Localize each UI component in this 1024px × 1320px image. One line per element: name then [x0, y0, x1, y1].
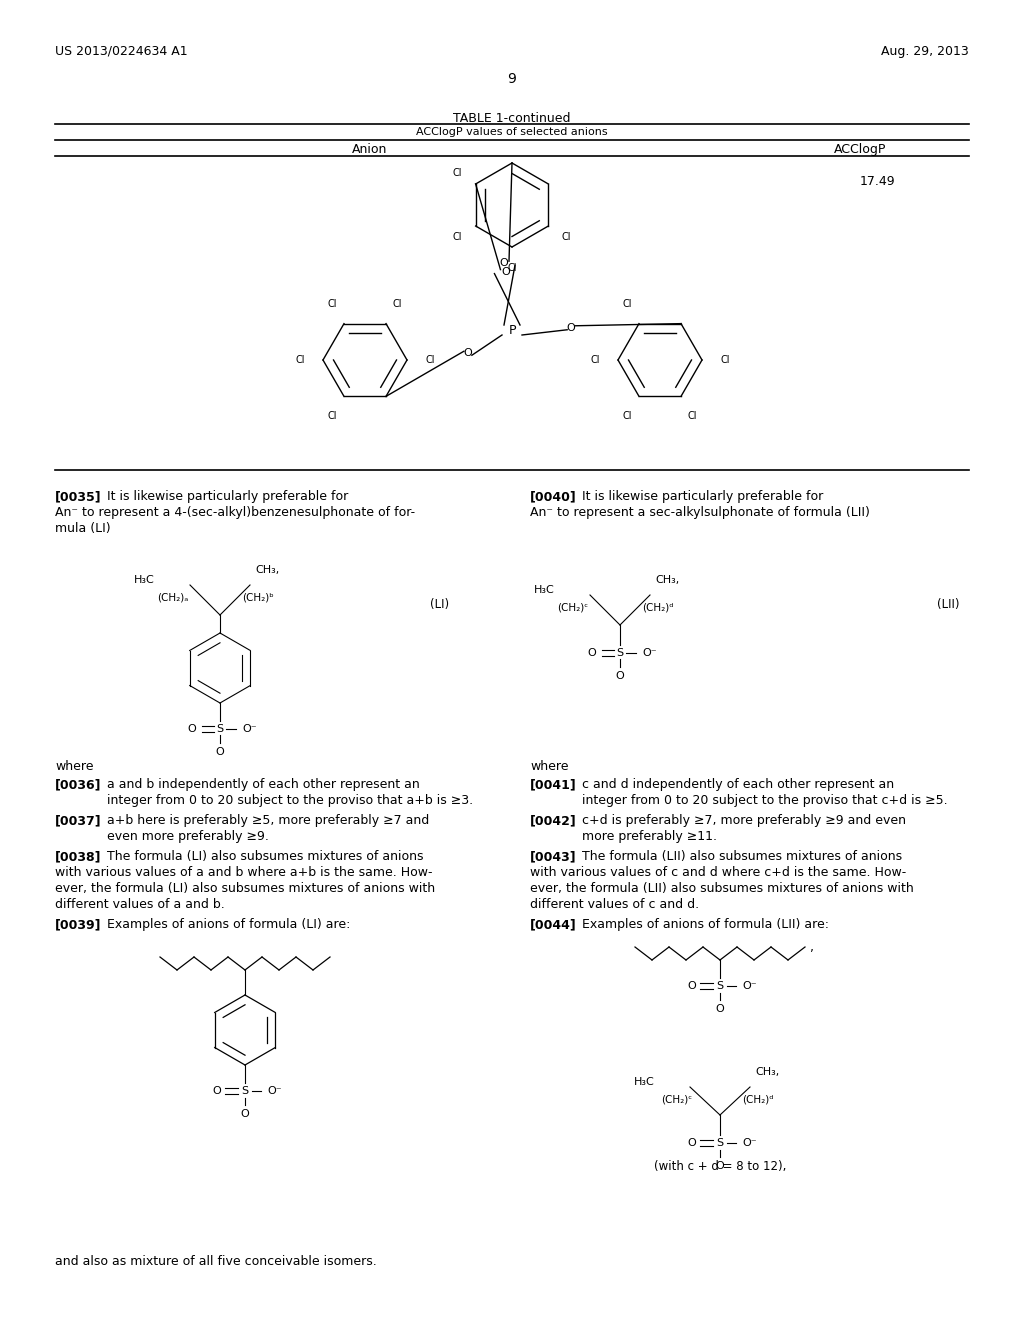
Text: Cl: Cl: [453, 231, 462, 242]
Text: Cl: Cl: [688, 412, 697, 421]
Text: [0039]: [0039]: [55, 917, 101, 931]
Text: Cl: Cl: [425, 355, 435, 366]
Text: Cl: Cl: [623, 412, 632, 421]
Text: S: S: [216, 723, 223, 734]
Text: The formula (LII) also subsumes mixtures of anions: The formula (LII) also subsumes mixtures…: [582, 850, 902, 863]
Text: O: O: [716, 1162, 724, 1171]
Text: Aug. 29, 2013: Aug. 29, 2013: [882, 45, 969, 58]
Text: where: where: [55, 760, 93, 774]
Text: Examples of anions of formula (LI) are:: Examples of anions of formula (LI) are:: [106, 917, 350, 931]
Text: O⁻: O⁻: [242, 723, 257, 734]
Text: (CH₂)ᵇ: (CH₂)ᵇ: [242, 593, 273, 603]
Text: Cl: Cl: [328, 412, 337, 421]
Text: CH₃,: CH₃,: [655, 576, 679, 585]
Text: O: O: [615, 671, 625, 681]
Text: Cl: Cl: [393, 298, 402, 309]
Text: (LII): (LII): [938, 598, 961, 611]
Text: O: O: [716, 1005, 724, 1014]
Text: It is likewise particularly preferable for: It is likewise particularly preferable f…: [106, 490, 348, 503]
Text: (CH₂)ᵈ: (CH₂)ᵈ: [742, 1096, 773, 1105]
Text: [0044]: [0044]: [530, 917, 577, 931]
Text: ,: ,: [810, 940, 814, 953]
Text: [0038]: [0038]: [55, 850, 101, 863]
Text: integer from 0 to 20 subject to the proviso that c+d is ≥5.: integer from 0 to 20 subject to the prov…: [582, 795, 947, 807]
Text: O: O: [588, 648, 596, 657]
Text: S: S: [242, 1086, 249, 1096]
Text: 17.49: 17.49: [860, 176, 896, 187]
Text: even more preferably ≥9.: even more preferably ≥9.: [106, 830, 269, 843]
Text: Cl: Cl: [295, 355, 305, 366]
Text: [0041]: [0041]: [530, 777, 577, 791]
Text: 9: 9: [508, 73, 516, 86]
Text: O: O: [187, 723, 197, 734]
Text: Cl: Cl: [720, 355, 730, 366]
Text: H₃C: H₃C: [535, 585, 555, 595]
Text: ever, the formula (LI) also subsumes mixtures of anions with: ever, the formula (LI) also subsumes mix…: [55, 882, 435, 895]
Text: O: O: [688, 981, 696, 991]
Text: Cl: Cl: [623, 298, 632, 309]
Text: ever, the formula (LII) also subsumes mixtures of anions with: ever, the formula (LII) also subsumes mi…: [530, 882, 913, 895]
Text: (LI): (LI): [430, 598, 450, 611]
Text: Cl: Cl: [328, 298, 337, 309]
Text: CH₃,: CH₃,: [755, 1067, 779, 1077]
Text: c and d independently of each other represent an: c and d independently of each other repr…: [582, 777, 894, 791]
Text: different values of c and d.: different values of c and d.: [530, 898, 699, 911]
Text: (CH₂)ᶜ: (CH₂)ᶜ: [557, 603, 588, 612]
Text: (CH₂)ₐ: (CH₂)ₐ: [157, 593, 188, 603]
Text: O: O: [241, 1109, 250, 1119]
Text: An⁻ to represent a sec-alkylsulphonate of formula (LII): An⁻ to represent a sec-alkylsulphonate o…: [530, 506, 869, 519]
Text: S: S: [616, 648, 624, 657]
Text: US 2013/0224634 A1: US 2013/0224634 A1: [55, 45, 187, 58]
Text: The formula (LI) also subsumes mixtures of anions: The formula (LI) also subsumes mixtures …: [106, 850, 424, 863]
Text: (CH₂)ᶜ: (CH₂)ᶜ: [660, 1096, 692, 1105]
Text: An⁻ to represent a 4-(sec-alkyl)benzenesulphonate of for-: An⁻ to represent a 4-(sec-alkyl)benzenes…: [55, 506, 415, 519]
Text: [0040]: [0040]: [530, 490, 577, 503]
Text: It is likewise particularly preferable for: It is likewise particularly preferable f…: [582, 490, 823, 503]
Text: and also as mixture of all five conceivable isomers.: and also as mixture of all five conceiva…: [55, 1255, 377, 1269]
Text: S: S: [717, 1138, 724, 1148]
Text: where: where: [530, 760, 568, 774]
Text: a+b here is preferably ≥5, more preferably ≥7 and: a+b here is preferably ≥5, more preferab…: [106, 814, 429, 828]
Text: O⁻: O⁻: [642, 648, 656, 657]
Text: O⁻: O⁻: [742, 981, 757, 991]
Text: [0037]: [0037]: [55, 814, 101, 828]
Text: [0042]: [0042]: [530, 814, 577, 828]
Text: integer from 0 to 20 subject to the proviso that a+b is ≥3.: integer from 0 to 20 subject to the prov…: [106, 795, 473, 807]
Text: with various values of c and d where c+d is the same. How-: with various values of c and d where c+d…: [530, 866, 906, 879]
Text: CH₃,: CH₃,: [255, 565, 280, 576]
Text: P: P: [508, 323, 516, 337]
Text: ACClogP values of selected anions: ACClogP values of selected anions: [416, 127, 608, 137]
Text: H₃C: H₃C: [634, 1077, 655, 1086]
Text: O: O: [500, 259, 508, 268]
Text: Cl: Cl: [507, 263, 517, 273]
Text: TABLE 1-continued: TABLE 1-continued: [454, 112, 570, 125]
Text: ACClogP: ACClogP: [834, 143, 886, 156]
Text: a and b independently of each other represent an: a and b independently of each other repr…: [106, 777, 420, 791]
Text: more preferably ≥11.: more preferably ≥11.: [582, 830, 717, 843]
Text: (with c + d = 8 to 12),: (with c + d = 8 to 12),: [653, 1160, 786, 1173]
Text: Cl: Cl: [590, 355, 600, 366]
Text: [0035]: [0035]: [55, 490, 101, 503]
Text: Cl: Cl: [562, 231, 571, 242]
Text: O: O: [688, 1138, 696, 1148]
Text: [0036]: [0036]: [55, 777, 101, 791]
Text: O⁻: O⁻: [267, 1086, 282, 1096]
Text: O: O: [464, 348, 472, 358]
Text: O: O: [566, 323, 575, 333]
Text: mula (LI): mula (LI): [55, 521, 111, 535]
Text: O: O: [213, 1086, 221, 1096]
Text: with various values of a and b where a+b is the same. How-: with various values of a and b where a+b…: [55, 866, 432, 879]
Text: (CH₂)ᵈ: (CH₂)ᵈ: [642, 603, 674, 612]
Text: c+d is preferably ≥7, more preferably ≥9 and even: c+d is preferably ≥7, more preferably ≥9…: [582, 814, 906, 828]
Text: H₃C: H₃C: [134, 576, 155, 585]
Text: O⁻: O⁻: [742, 1138, 757, 1148]
Text: O: O: [216, 747, 224, 756]
Text: different values of a and b.: different values of a and b.: [55, 898, 224, 911]
Text: O: O: [501, 267, 510, 277]
Text: Cl: Cl: [453, 169, 462, 178]
Text: Examples of anions of formula (LII) are:: Examples of anions of formula (LII) are:: [582, 917, 829, 931]
Text: S: S: [717, 981, 724, 991]
Text: [0043]: [0043]: [530, 850, 577, 863]
Text: Anion: Anion: [352, 143, 388, 156]
